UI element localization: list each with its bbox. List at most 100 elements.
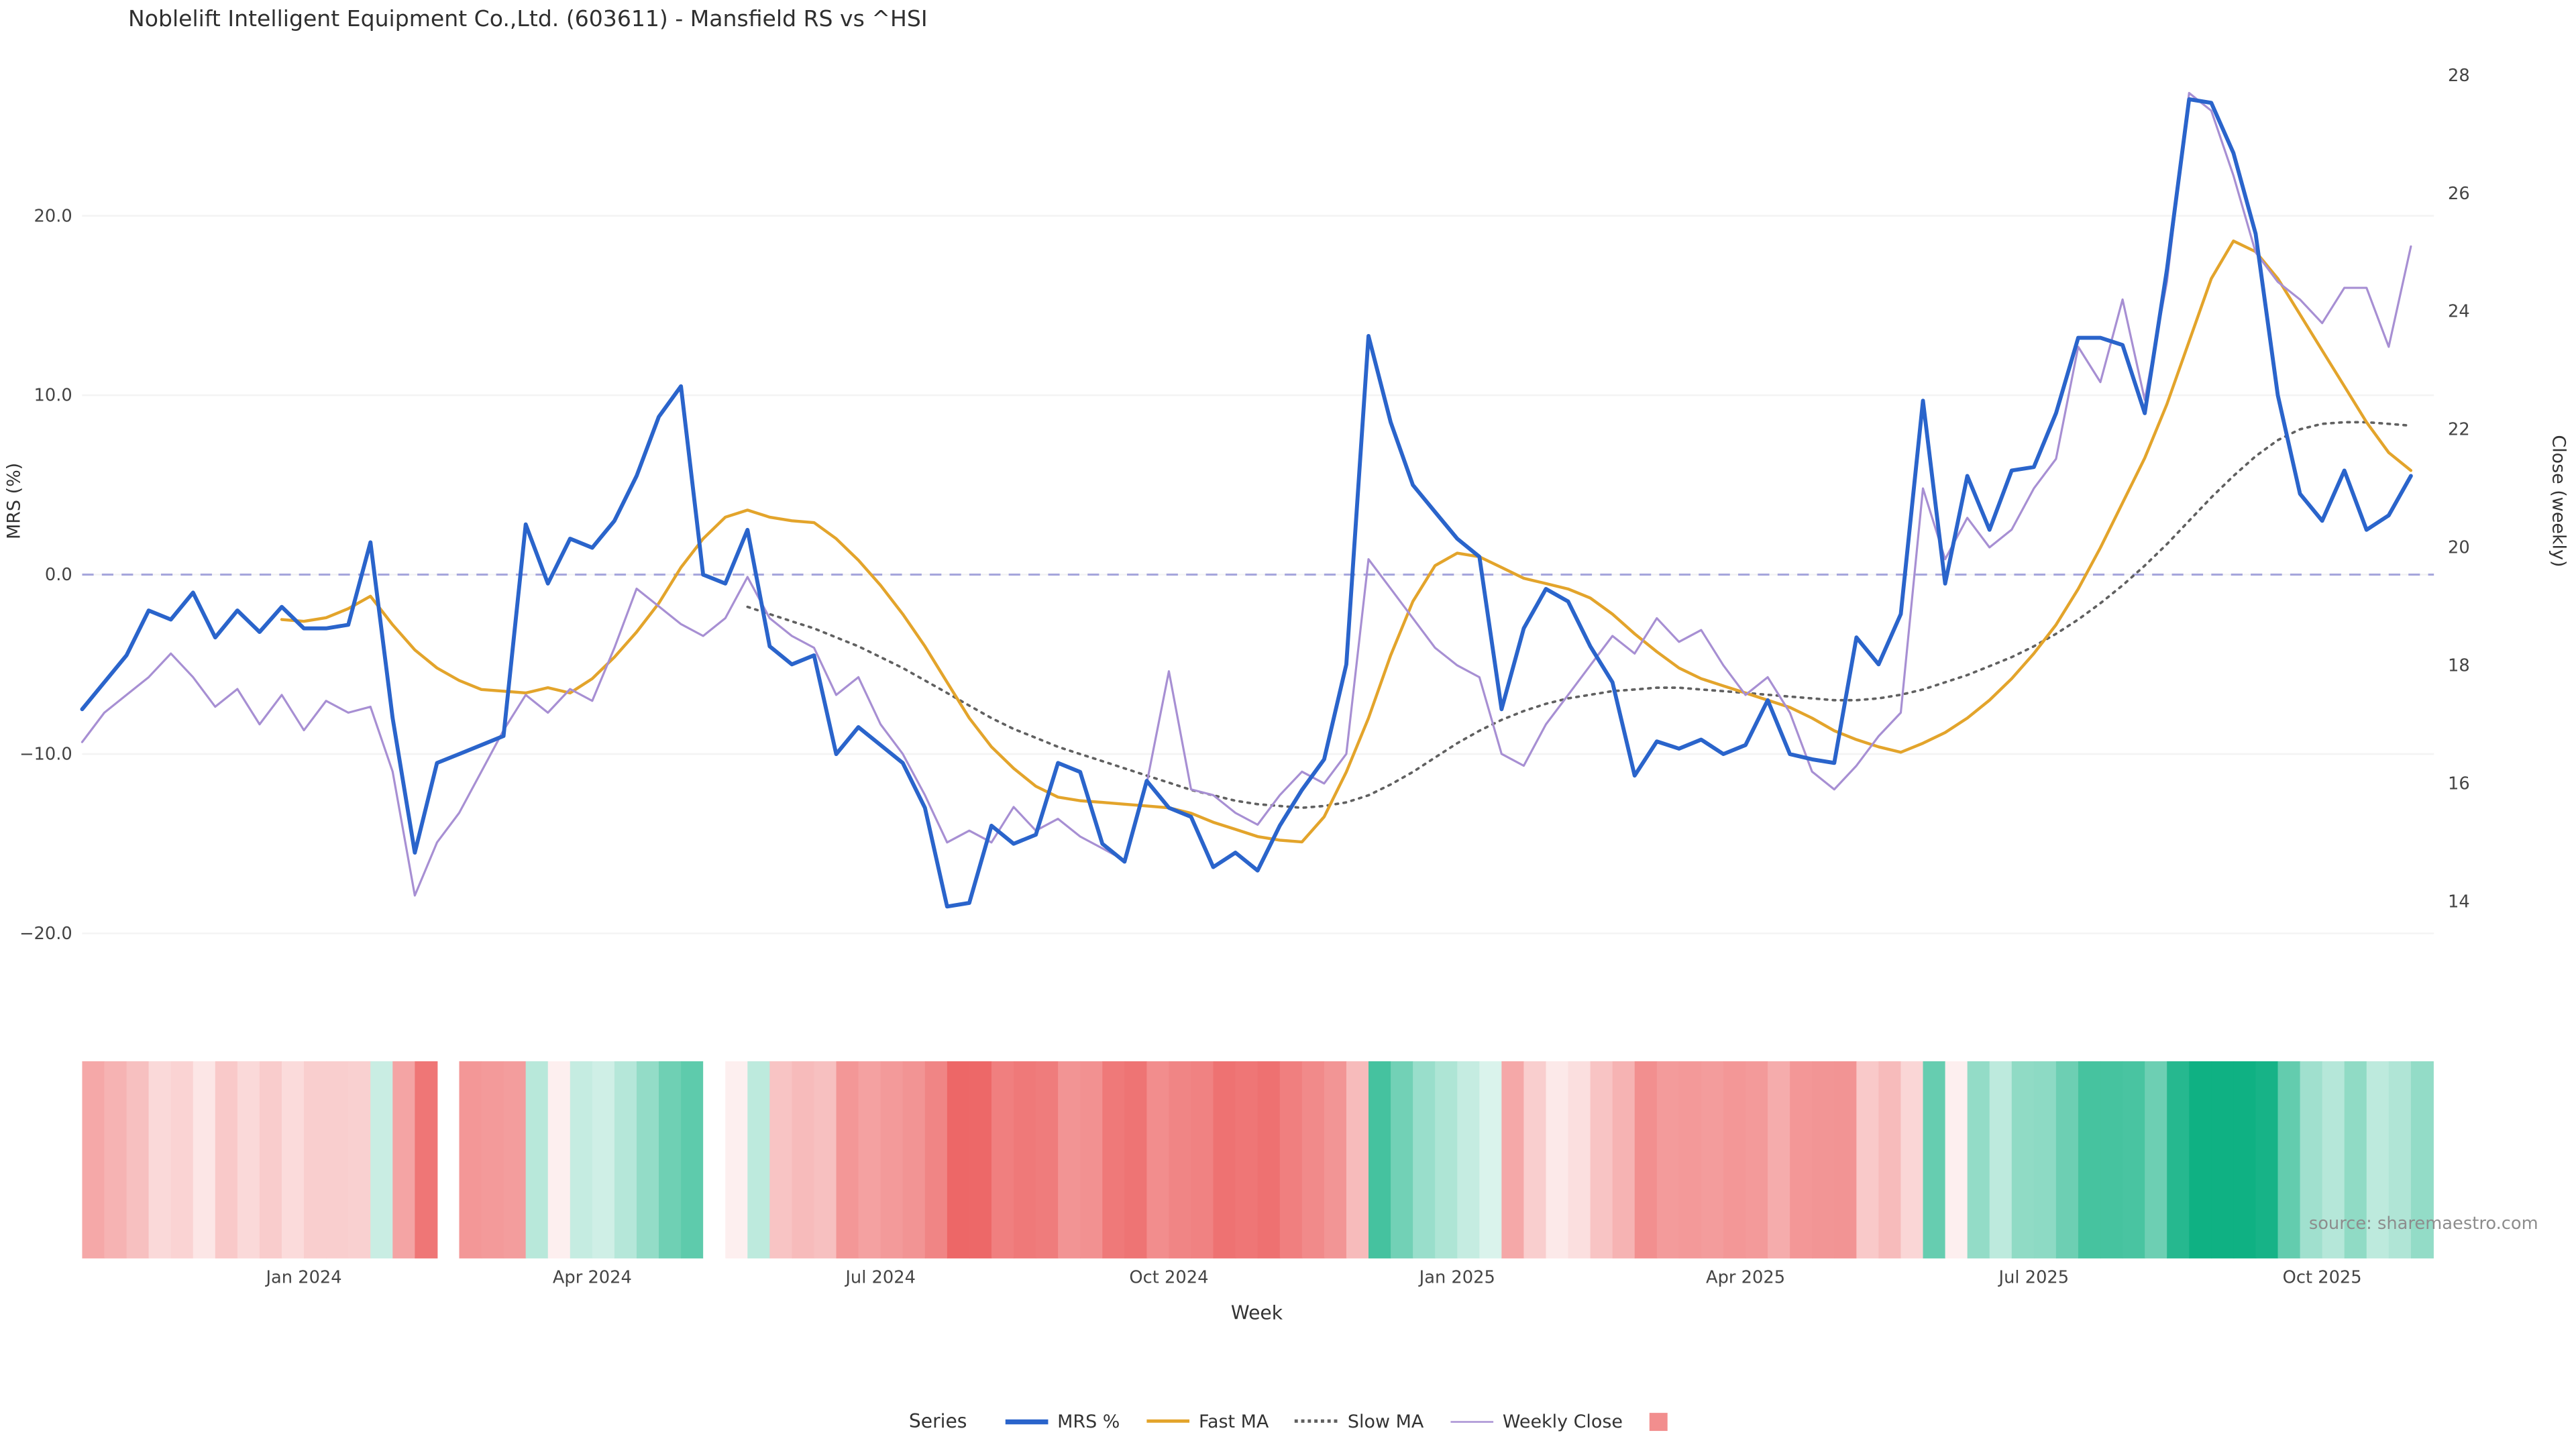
heatmap-cell <box>947 1061 970 1258</box>
legend-item-mrs-: MRS % <box>1004 1410 1120 1432</box>
heatmap-cell <box>2388 1061 2412 1258</box>
left-tick-label: 10.0 <box>34 386 72 406</box>
heatmap-cell <box>858 1061 881 1258</box>
heatmap-cell <box>2033 1061 2057 1258</box>
heatmap-cell <box>2145 1061 2168 1258</box>
heatmap-cell <box>2211 1061 2235 1258</box>
heatmap-cell <box>969 1061 992 1258</box>
left-tick-label: 20.0 <box>34 206 72 226</box>
heatmap-cell <box>237 1061 260 1258</box>
heatmap-cell <box>1634 1061 1658 1258</box>
heatmap-cell <box>2055 1061 2079 1258</box>
heatmap-cell <box>1701 1061 1724 1258</box>
heatmap-cell <box>747 1061 771 1258</box>
series-line-slow-ma <box>746 421 2412 810</box>
right-tick-label: 22 <box>2448 420 2470 440</box>
heatmap-cell <box>1590 1061 1613 1258</box>
heatmap-cell <box>570 1061 593 1258</box>
heatmap-cell <box>259 1061 282 1258</box>
heatmap-cell <box>991 1061 1015 1258</box>
heatmap-cell <box>2255 1061 2279 1258</box>
heatmap-cell <box>1124 1061 1148 1258</box>
heatmap-cell <box>481 1061 504 1258</box>
heatmap-cell <box>1900 1061 1924 1258</box>
heatmap-cell <box>1656 1061 1680 1258</box>
heatmap-cell <box>1479 1061 1503 1258</box>
heatmap-cell <box>1014 1061 1037 1258</box>
heatmap-cell <box>2011 1061 2035 1258</box>
heatmap-cell <box>1169 1061 1192 1258</box>
heatmap-cell <box>1324 1061 1347 1258</box>
left-tick-label: 0.0 <box>45 565 72 585</box>
legend: Series MRS % Fast MA Slow MA Weekly Close <box>0 1409 2576 1433</box>
x-tick-label: Jul 2024 <box>844 1268 916 1288</box>
heatmap-cell <box>1945 1061 1968 1258</box>
heatmap-cell <box>1213 1061 1236 1258</box>
line-swatch <box>1295 1419 1338 1423</box>
heatmap-cell <box>792 1061 815 1258</box>
heatmap-cell <box>1435 1061 1458 1258</box>
heatmap-cell <box>924 1061 948 1258</box>
heatmap-cell <box>170 1061 194 1258</box>
heatmap-cell <box>1257 1061 1281 1258</box>
heatmap-cell <box>503 1061 527 1258</box>
heatmap-cell <box>304 1061 327 1258</box>
heatmap-cell <box>2100 1061 2124 1258</box>
heatmap-cell <box>1346 1061 1369 1258</box>
heatmap-cell <box>326 1061 350 1258</box>
line-swatch <box>1004 1418 1048 1424</box>
right-tick-label: 24 <box>2448 302 2470 322</box>
left-axis-label: MRS (%) <box>3 463 24 539</box>
heatmap-cell <box>636 1061 660 1258</box>
heatmap-cell <box>2189 1061 2212 1258</box>
heatmap-cell <box>392 1061 416 1258</box>
heatmap-cell <box>2410 1061 2434 1258</box>
heatmap-cell <box>1523 1061 1547 1258</box>
line-swatch <box>1146 1419 1189 1423</box>
heatmap-cell <box>1856 1061 1880 1258</box>
x-tick-label: Oct 2024 <box>1129 1268 1208 1288</box>
heatmap-cell <box>1279 1061 1303 1258</box>
right-tick-label: 18 <box>2448 655 2470 676</box>
x-tick-label: Jan 2024 <box>264 1268 341 1288</box>
heatmap-cell <box>769 1061 793 1258</box>
right-tick-label: 16 <box>2448 773 2470 794</box>
heatmap-cell <box>215 1061 238 1258</box>
right-axis-label: Close (weekly) <box>2548 435 2569 567</box>
heatmap-cell <box>902 1061 926 1258</box>
right-tick-label: 20 <box>2448 538 2470 558</box>
heatmap-cell <box>1612 1061 1635 1258</box>
heatmap-cell <box>1568 1061 1591 1258</box>
heatmap-cell <box>348 1061 372 1258</box>
heatmap-cell <box>2078 1061 2102 1258</box>
heatmap-cell <box>1501 1061 1525 1258</box>
heatmap-cell <box>82 1061 105 1258</box>
heatmap-cell <box>1368 1061 1392 1258</box>
heatmap-cell <box>193 1061 216 1258</box>
heatmap-cell <box>836 1061 859 1258</box>
heatmap-cell <box>2123 1061 2146 1258</box>
heatmap-cell <box>1102 1061 1126 1258</box>
heatmap-cell <box>1235 1061 1258 1258</box>
heatmap-cell <box>614 1061 637 1258</box>
heatmap-cell <box>2300 1061 2323 1258</box>
heatmap-swatch <box>1649 1411 1668 1430</box>
heatmap-cell <box>1967 1061 1990 1258</box>
legend-label: Slow MA <box>1347 1410 1424 1432</box>
legend-label: Weekly Close <box>1502 1410 1623 1432</box>
heatmap-cell <box>2167 1061 2190 1258</box>
x-tick-label: Apr 2025 <box>1706 1268 1785 1288</box>
heatmap-cell <box>880 1061 904 1258</box>
x-tick-label: Apr 2024 <box>553 1268 632 1288</box>
heatmap-cell <box>681 1061 704 1258</box>
heatmap-cell <box>2344 1061 2367 1258</box>
heatmap-cell <box>1723 1061 1747 1258</box>
heatmap-cell <box>1457 1061 1481 1258</box>
right-tick-label: 28 <box>2448 66 2470 86</box>
heatmap-cell <box>2322 1061 2345 1258</box>
heatmap-cell <box>104 1061 127 1258</box>
heatmap-cell <box>1678 1061 1702 1258</box>
heatmap-cell <box>659 1061 682 1258</box>
heatmap-cell <box>1834 1061 1858 1258</box>
